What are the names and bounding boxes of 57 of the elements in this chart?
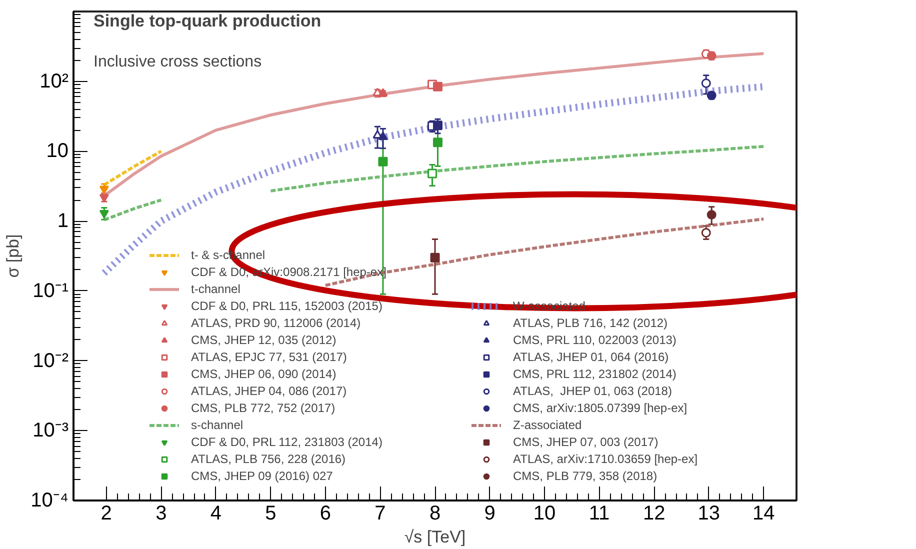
point xyxy=(432,138,442,148)
point xyxy=(378,132,388,140)
legend-label: ATLAS, PLB 756, 228 (2016) xyxy=(191,452,346,466)
legend-label: ATLAS, PLB 716, 142 (2012) xyxy=(513,316,668,330)
legend-label: CMS, JHEP 06, 090 (2014) xyxy=(191,367,336,381)
x-tick-label: 8 xyxy=(429,502,441,524)
x-tick-label: 6 xyxy=(320,502,332,524)
y-tick-label: 10² xyxy=(40,70,69,92)
point xyxy=(430,252,440,262)
y-axis-title: σ [pb] xyxy=(4,234,23,278)
x-tick-label: 2 xyxy=(100,502,112,524)
legend-label: s-channel xyxy=(191,418,244,432)
y-tick-label: 10⁻² xyxy=(32,350,69,372)
point xyxy=(432,120,442,130)
legend-label: CDF & D0, PRL 115, 152003 (2015) xyxy=(191,299,382,313)
y-tick-label: 10⁻³ xyxy=(32,420,69,442)
legend-label: CMS, PLB 779, 358 (2018) xyxy=(513,469,658,483)
point xyxy=(378,88,388,97)
legend-label: CMS, PLB 772, 752 (2017) xyxy=(191,401,336,415)
x-tick-label: 4 xyxy=(210,502,222,524)
y-tick-label: 10 xyxy=(46,140,69,162)
y-tick-label: 1 xyxy=(57,210,68,232)
x-tick-label: 10 xyxy=(533,502,556,524)
x-tick-label: 3 xyxy=(156,502,167,524)
legend-label: ATLAS, EPJC 77, 531 (2017) xyxy=(191,350,347,364)
point xyxy=(378,156,388,166)
legend-label: CMS, JHEP 12, 035 (2012) xyxy=(191,333,336,347)
legend-label: CMS, JHEP 07, 003 (2017) xyxy=(513,435,658,449)
point xyxy=(432,82,442,92)
legend-label: CDF & D0, PRL 112, 231803 (2014) xyxy=(191,435,382,449)
legend-label: t-channel xyxy=(191,282,240,296)
x-tick-label: 7 xyxy=(374,502,386,524)
point xyxy=(706,210,716,220)
legend-label: Z-associated xyxy=(513,418,582,432)
x-tick-label: 11 xyxy=(588,502,610,524)
legend-label: ATLAS, PRD 90, 112006 (2014) xyxy=(191,316,361,330)
legend-label: CMS, arXiv:1805.07399 [hep-ex] xyxy=(513,401,688,415)
x-tick-label: 14 xyxy=(752,502,775,524)
text: Inclusive cross sections xyxy=(94,54,262,70)
chart-title: Single top-quark production xyxy=(94,12,322,30)
x-tick-label: 12 xyxy=(642,502,666,524)
point xyxy=(99,210,109,218)
point xyxy=(701,78,711,88)
legend-label: ATLAS, arXiv:1710.03659 [hep-ex] xyxy=(513,452,698,466)
y-tick-label: 10⁻⁴ xyxy=(30,490,69,512)
legend-label: CMS, JHEP 09 (2016) 027 xyxy=(191,469,333,483)
legend-label: ATLAS, JHEP 01, 063 (2018) xyxy=(513,384,672,398)
legend-label: CMS, PRL 112, 231802 (2014) xyxy=(513,367,676,381)
x-tick-label: 9 xyxy=(484,502,496,524)
legend-label: ATLAS, JHEP 04, 086 (2017) xyxy=(191,384,347,398)
legend-label: ATLAS, JHEP 01, 064 (2016) xyxy=(513,350,669,364)
x-axis-title: √s [TeV] xyxy=(404,528,466,546)
x-tick-label: 5 xyxy=(265,502,276,524)
legend-label: CMS, PRL 110, 022003 (2013) xyxy=(513,333,676,347)
point xyxy=(428,168,438,178)
y-tick-label: 10⁻¹ xyxy=(32,280,69,302)
x-tick-label: 13 xyxy=(698,502,720,524)
